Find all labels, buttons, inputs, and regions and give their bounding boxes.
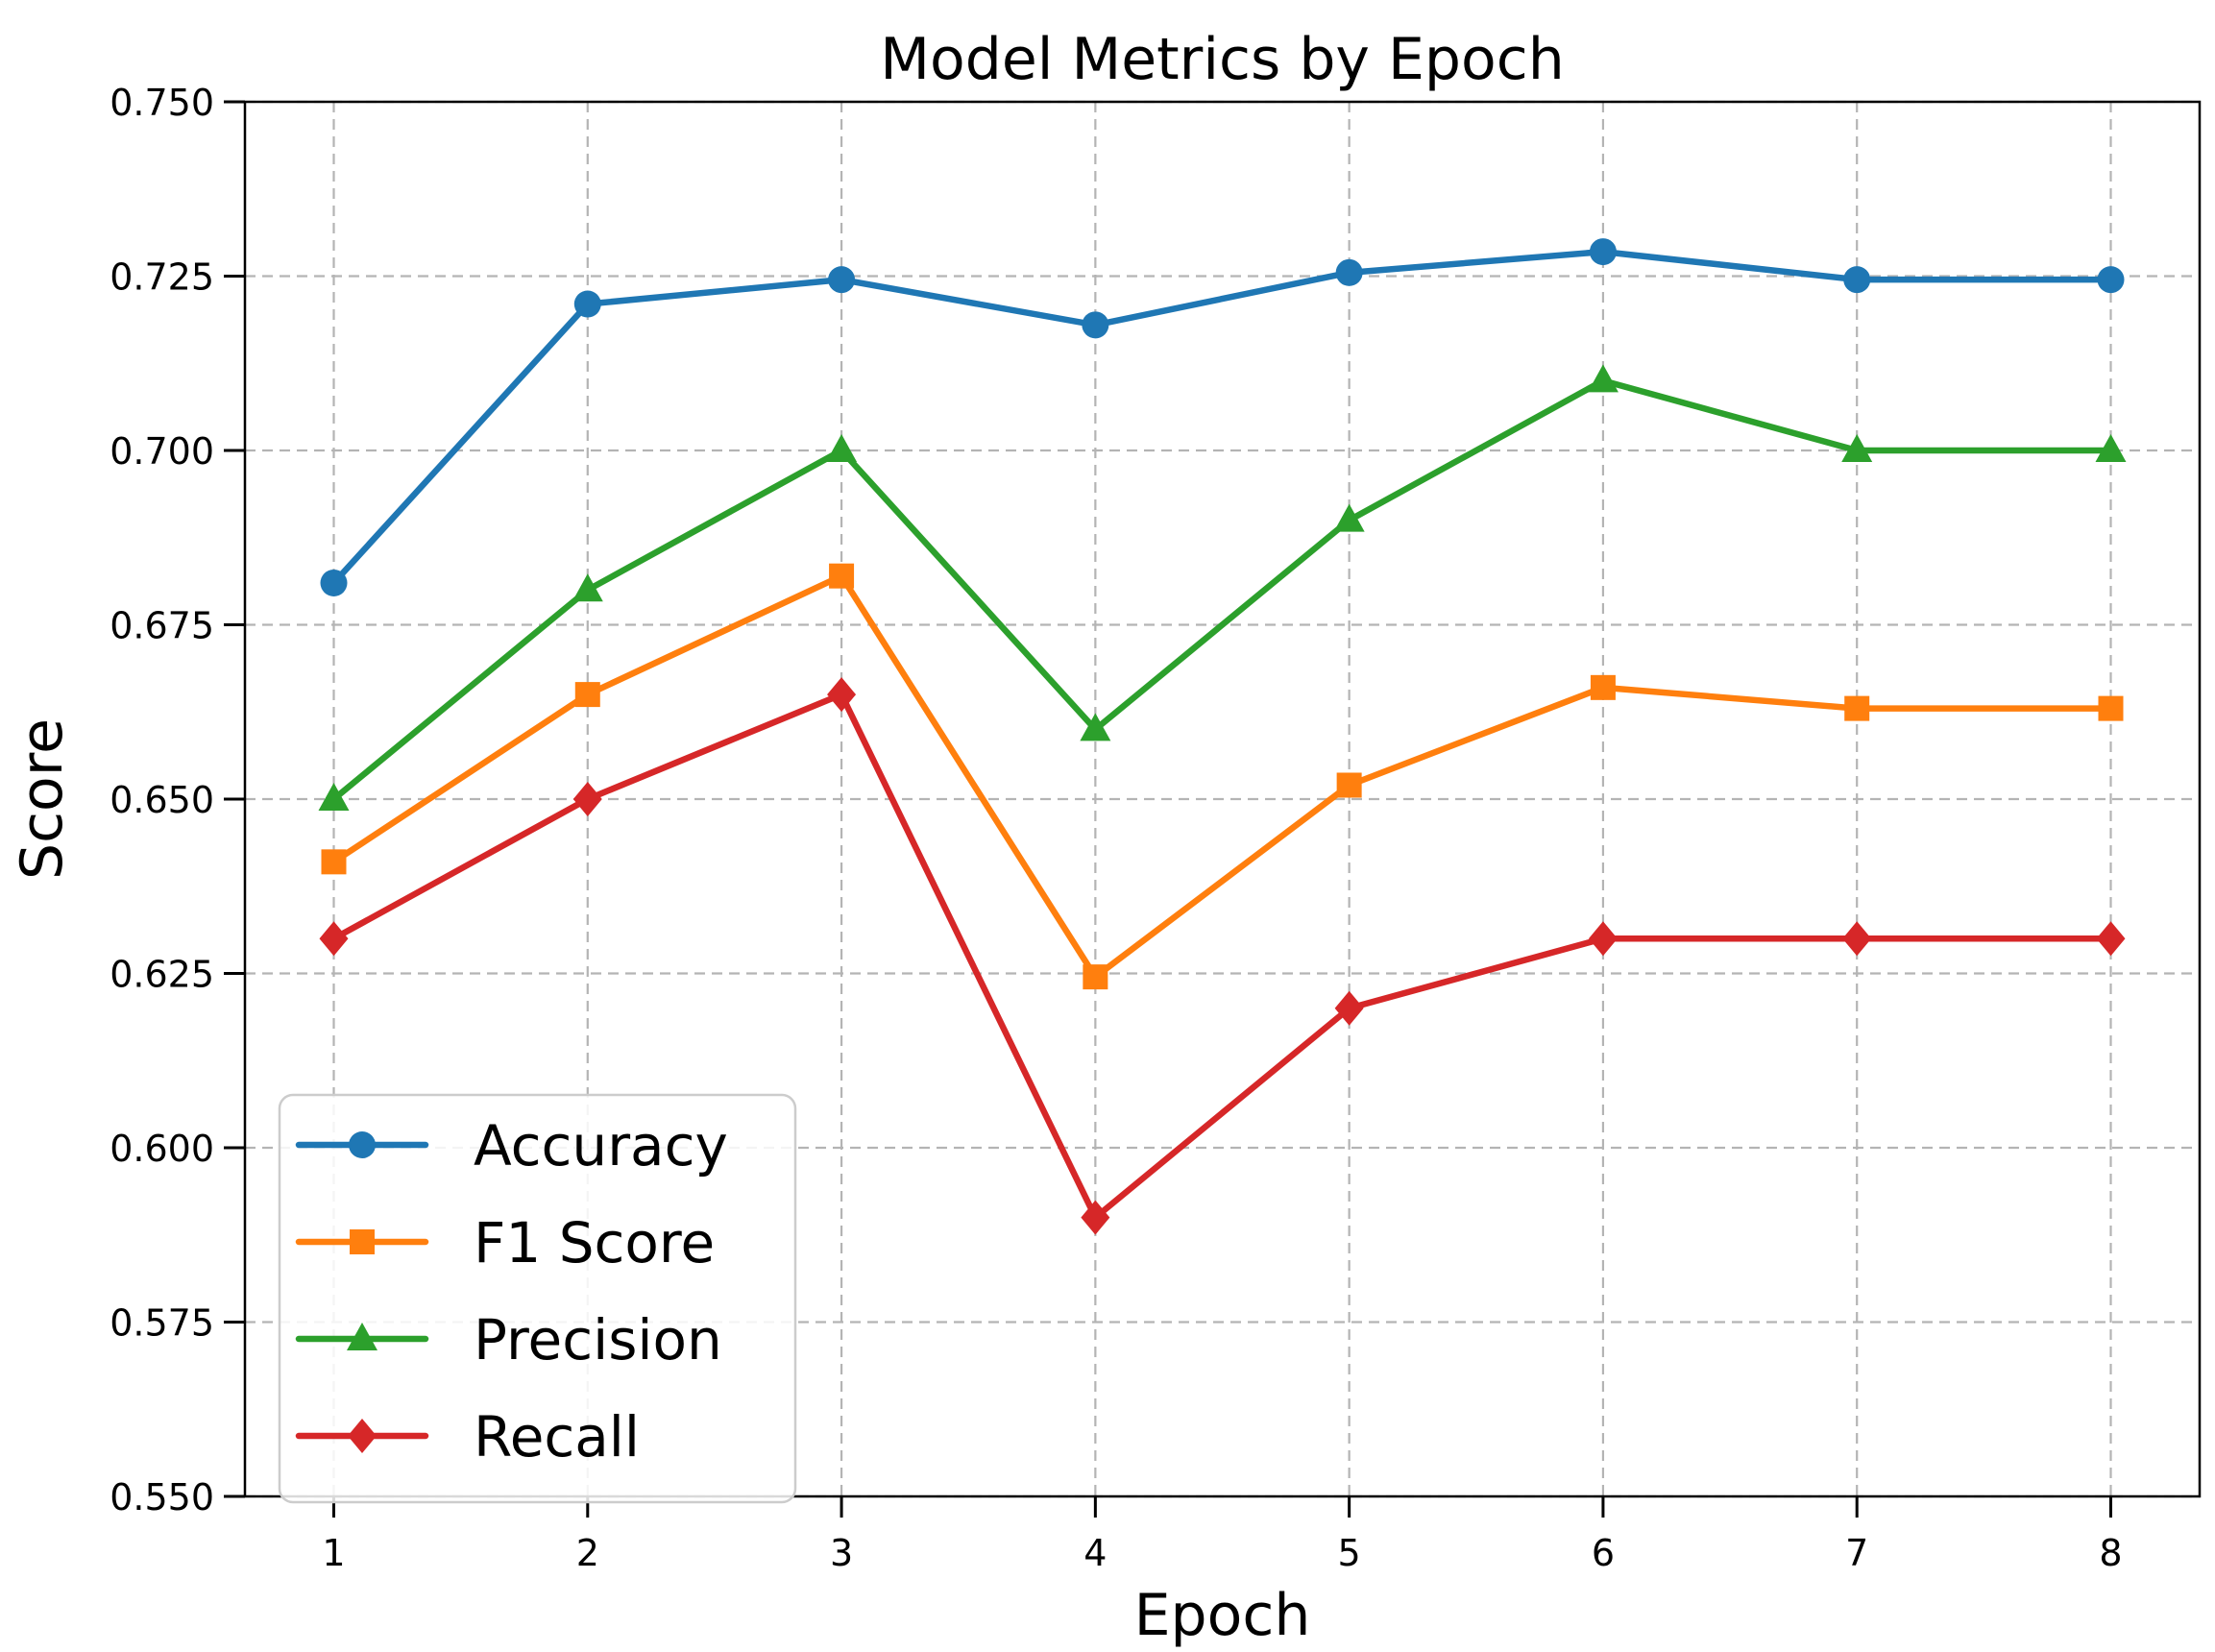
tick-labels: 1 2 3 4 5 6 7 8 0.550 0.575 0.600 0.625 0.650 0.675 0.… [110, 82, 2122, 1574]
legend-item-accuracy: Accuracy [295, 1113, 728, 1178]
legend-marker-diamond-icon [348, 1419, 377, 1453]
data-point-precision-epoch-8 [2095, 434, 2127, 462]
legend-label: Recall [474, 1404, 640, 1470]
data-point-recall-epoch-3 [827, 677, 857, 713]
y-tick-label-0.550: 0.550 [110, 1476, 214, 1518]
series-accuracy [320, 238, 2125, 596]
data-point-recall-epoch-5 [1334, 990, 1364, 1026]
data-point-f1-score-epoch-7 [1844, 695, 1870, 721]
x-tick-label-1: 1 [322, 1532, 345, 1574]
data-point-f1-score-epoch-4 [1083, 964, 1108, 990]
data-point-precision-epoch-7 [1841, 434, 1873, 462]
data-point-recall-epoch-6 [1588, 921, 1618, 957]
data-point-accuracy-epoch-8 [2097, 266, 2125, 294]
data-point-accuracy-epoch-4 [1082, 311, 1109, 339]
legend-label: Accuracy [474, 1113, 728, 1178]
y-tick-label-0.575: 0.575 [110, 1302, 214, 1345]
y-tick-label-0.600: 0.600 [110, 1128, 214, 1170]
legend-box [278, 1093, 797, 1504]
data-point-accuracy-epoch-1 [320, 569, 348, 596]
data-point-recall-epoch-2 [572, 782, 602, 816]
data-point-precision-epoch-6 [1587, 364, 1619, 393]
x-tick-label-2: 2 [576, 1532, 599, 1574]
legend-item-precision: Precision [295, 1307, 722, 1373]
data-point-precision-epoch-1 [318, 783, 350, 811]
data-point-precision-epoch-5 [1333, 503, 1365, 532]
series-recall [319, 677, 2126, 1235]
data-point-recall-epoch-1 [319, 921, 349, 957]
legend-marker-triangle-up-icon [347, 1323, 377, 1350]
series-precision-line [330, 377, 2114, 803]
y-tick-label-0.625: 0.625 [110, 954, 214, 996]
legend-marker-square-icon [350, 1229, 375, 1254]
y-tick-label-0.700: 0.700 [110, 430, 214, 473]
series-accuracy-line [330, 248, 2114, 587]
data-point-f1-score-epoch-1 [321, 849, 347, 875]
data-point-precision-epoch-2 [572, 573, 603, 602]
data-point-recall-epoch-8 [2096, 921, 2126, 957]
legend: Accuracy F1 Score Precision Recall [278, 1093, 797, 1504]
data-point-f1-score-epoch-3 [829, 563, 855, 589]
x-tick-label-4: 4 [1083, 1532, 1107, 1574]
series-f1-score [321, 563, 2124, 990]
data-point-f1-score-epoch-5 [1336, 772, 1362, 798]
data-point-f1-score-epoch-8 [2098, 695, 2124, 721]
chart-title: Model Metrics by Epoch [880, 26, 1564, 93]
data-point-accuracy-epoch-2 [573, 290, 601, 318]
x-tick-label-6: 6 [1592, 1532, 1615, 1574]
data-point-precision-epoch-3 [826, 434, 858, 462]
x-axis-label: Epoch [1134, 1582, 1311, 1649]
data-point-f1-score-epoch-6 [1590, 674, 1616, 700]
legend-label: F1 Score [474, 1210, 715, 1275]
y-tick-label-0.750: 0.750 [110, 82, 214, 124]
y-axis-label: Score [9, 718, 76, 880]
series-recall-line [330, 691, 2114, 1221]
data-point-recall-epoch-4 [1081, 1200, 1110, 1235]
data-point-recall-epoch-7 [1842, 921, 1872, 957]
data-point-accuracy-epoch-6 [1589, 238, 1617, 266]
series-f1-score-line [330, 572, 2114, 981]
y-tick-label-0.725: 0.725 [110, 256, 214, 299]
series-precision [318, 364, 2127, 811]
x-tick-label-5: 5 [1338, 1532, 1361, 1574]
y-tick-label-0.650: 0.650 [110, 779, 214, 821]
legend-item-recall: Recall [295, 1404, 640, 1470]
x-tick-label-8: 8 [2099, 1532, 2122, 1574]
legend-marker-circle-icon [349, 1131, 376, 1158]
x-tick-label-3: 3 [830, 1532, 853, 1574]
legend-label: Precision [474, 1307, 722, 1373]
data-point-accuracy-epoch-7 [1843, 266, 1871, 294]
y-tick-label-0.675: 0.675 [110, 605, 214, 647]
data-point-accuracy-epoch-3 [828, 266, 856, 294]
x-tick-label-7: 7 [1845, 1532, 1868, 1574]
data-point-precision-epoch-4 [1080, 713, 1111, 741]
data-point-accuracy-epoch-5 [1335, 258, 1363, 286]
legend-item-f1-score: F1 Score [295, 1210, 715, 1275]
data-point-f1-score-epoch-2 [574, 682, 600, 708]
